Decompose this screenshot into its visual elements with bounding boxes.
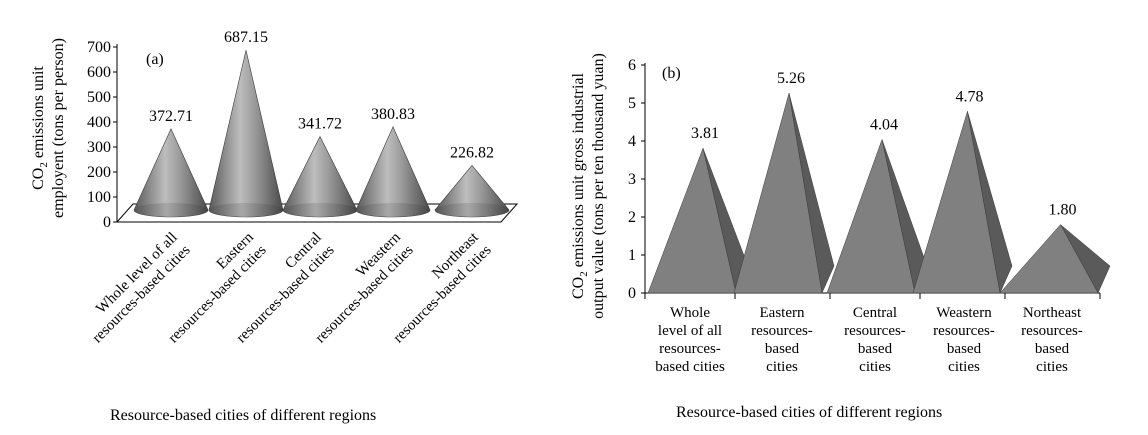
y-axis-title-line: CO2 emissions unit — [30, 66, 50, 190]
cone-bar — [282, 135, 358, 218]
y-tick-label-a: 100 — [87, 189, 111, 206]
value-label-a: 687.15 — [224, 29, 268, 46]
cone-base — [283, 203, 357, 217]
category-label-line: Whole — [670, 305, 710, 321]
y-axis-title-a: CO2 emissions unit employent (tons per pe… — [30, 38, 67, 218]
pyramid-bar — [999, 224, 1111, 294]
y-tick-label-a: 500 — [87, 89, 111, 106]
category-label-b: Eastern resources-based cities — [751, 305, 813, 375]
y-tick-label-b: 4 — [628, 133, 636, 150]
y-tick-label-b: 6 — [628, 57, 636, 74]
y-axis-title-line: employent (tons per person) — [50, 38, 67, 218]
category-label-line: based — [947, 341, 982, 357]
category-label-line: Weastern — [936, 305, 992, 321]
panel-label-b: (b) — [662, 65, 681, 82]
category-labels-a: Whole level of allresources-based cities… — [89, 229, 494, 346]
cone-base — [356, 203, 430, 217]
pyramid-bar — [826, 138, 928, 294]
y-tick-label-a: 700 — [87, 39, 111, 56]
category-label-b: Weastern resources-based cities — [933, 305, 995, 375]
x-axis-title-b: Resource-based cities of different regio… — [676, 404, 942, 421]
category-label-b: Whole level of all resources-based cities — [655, 305, 725, 375]
y-tick-label-b: 1 — [628, 247, 636, 264]
cone-bar — [208, 50, 284, 218]
category-label-line: based — [765, 341, 800, 357]
value-label-b: 3.81 — [691, 125, 719, 142]
value-labels-a: 372.71 687.15 341.72 380.83 226.82 — [149, 29, 494, 161]
category-label-line: resources- — [933, 323, 995, 339]
category-label-line: based cities — [655, 359, 725, 375]
cone-bars-a — [133, 50, 510, 218]
value-label-a: 341.72 — [298, 116, 342, 133]
cone-base — [435, 203, 509, 217]
value-label-b: 1.80 — [1049, 202, 1077, 219]
category-label-line: cities — [859, 359, 891, 375]
pyramid-front — [826, 138, 916, 294]
pyramid-front — [647, 147, 737, 294]
cone-bar — [355, 126, 431, 218]
category-label-line: cities — [1036, 359, 1068, 375]
y-tick-label-a: 400 — [87, 114, 111, 131]
value-label-b: 4.04 — [870, 116, 898, 133]
category-label-line: resources- — [844, 323, 906, 339]
pyramid-bar — [733, 93, 835, 294]
y-tick-label-a: 300 — [87, 139, 111, 156]
category-label-line: cities — [766, 359, 798, 375]
category-labels-b: Whole level of all resources-based citiesE… — [655, 305, 1083, 375]
pyramid-bar — [912, 111, 1013, 294]
chart-panel-b: (b) CO2 emissions unit gross industrial o… — [570, 53, 1111, 421]
pyramid-bars-b — [647, 93, 1111, 294]
chart-panel-a: (a) CO2 emissions unit employent (tons pe… — [30, 29, 519, 424]
value-label-b: 5.26 — [777, 70, 805, 87]
cone-base — [209, 203, 283, 217]
x-axis-title-a: Resource-based cities of different regio… — [110, 407, 376, 424]
y-ticks-b: 0 1 2 3 4 5 6 — [628, 57, 645, 302]
y-tick-label-a: 600 — [87, 64, 111, 81]
category-label-line: resources- — [659, 341, 721, 357]
y-tick-label-a: 200 — [87, 164, 111, 181]
value-label-a: 226.82 — [450, 144, 494, 161]
value-label-a: 380.83 — [371, 106, 415, 123]
category-label-line: resources- — [1021, 323, 1083, 339]
value-label-a: 372.71 — [149, 108, 193, 125]
cone-base — [134, 203, 208, 217]
y-ticks-a: 0 100 200 300 400 500 600 700 — [87, 39, 117, 231]
pyramid-front — [912, 111, 1001, 294]
y-axis-title-b: CO2 emissions unit gross industrial outpu… — [570, 53, 607, 319]
cone-body — [208, 50, 284, 218]
cone-bar — [133, 128, 209, 218]
category-label-line: based — [858, 341, 893, 357]
cone-bar — [434, 164, 510, 218]
category-label-line: Central — [853, 305, 897, 321]
category-label-line: Eastern — [760, 305, 805, 321]
panel-label-a: (a) — [146, 51, 164, 68]
category-label-b: Central resources-based cities — [844, 305, 906, 375]
category-label-line: based — [1035, 341, 1070, 357]
y-tick-label-b: 2 — [628, 209, 636, 226]
pyramid-front — [733, 93, 823, 294]
value-label-b: 4.78 — [955, 88, 983, 105]
pyramid-bar — [647, 147, 749, 294]
category-label-line: Northeast — [1023, 305, 1082, 321]
y-axis-title-line: CO2 emissions unit gross industrial — [570, 72, 590, 299]
category-label-line: resources- — [751, 323, 813, 339]
y-tick-label-b: 3 — [628, 171, 636, 188]
value-labels-b: 3.81 5.26 4.04 4.78 1.80 — [691, 70, 1077, 218]
category-label-line: cities — [948, 359, 980, 375]
y-axis-title-line: output value (tons per ten thousand yuan… — [590, 53, 607, 319]
category-label-line: level of all — [658, 323, 722, 339]
category-label-b: Northeast resources-based cities — [1021, 305, 1083, 375]
y-tick-label-a: 0 — [103, 214, 111, 231]
pyramid-front — [999, 224, 1099, 294]
y-tick-label-b: 0 — [628, 285, 636, 302]
y-tick-label-b: 5 — [628, 95, 636, 112]
